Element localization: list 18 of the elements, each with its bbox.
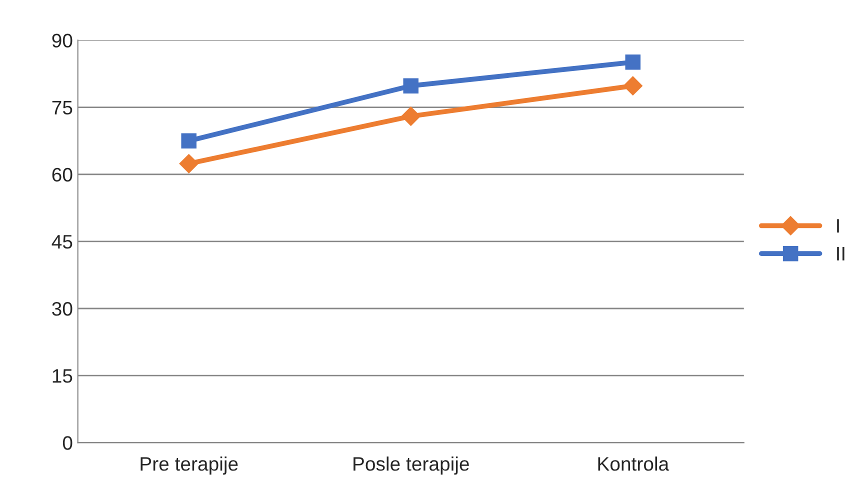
- y-tick-label: 90: [52, 34, 72, 48]
- point: [403, 78, 419, 94]
- point: [625, 54, 641, 70]
- y-tick-label: 45: [52, 235, 72, 249]
- y-tick-label: 30: [52, 302, 72, 316]
- x-tick-label: Pre terapije: [140, 456, 238, 475]
- legend-label: II: [837, 247, 844, 260]
- y-tick-label: 15: [52, 369, 72, 383]
- point: [179, 154, 198, 174]
- y-tick-label: 75: [52, 100, 72, 115]
- legend-label: I: [837, 219, 839, 233]
- y-tick-label: 60: [52, 168, 72, 182]
- y-tick-label: 0: [62, 436, 72, 450]
- point: [401, 106, 420, 126]
- point: [181, 133, 196, 148]
- x-tick-label: Posle terapije: [354, 456, 469, 475]
- point: [623, 76, 642, 96]
- x-tick-label: Kontrola: [598, 456, 670, 471]
